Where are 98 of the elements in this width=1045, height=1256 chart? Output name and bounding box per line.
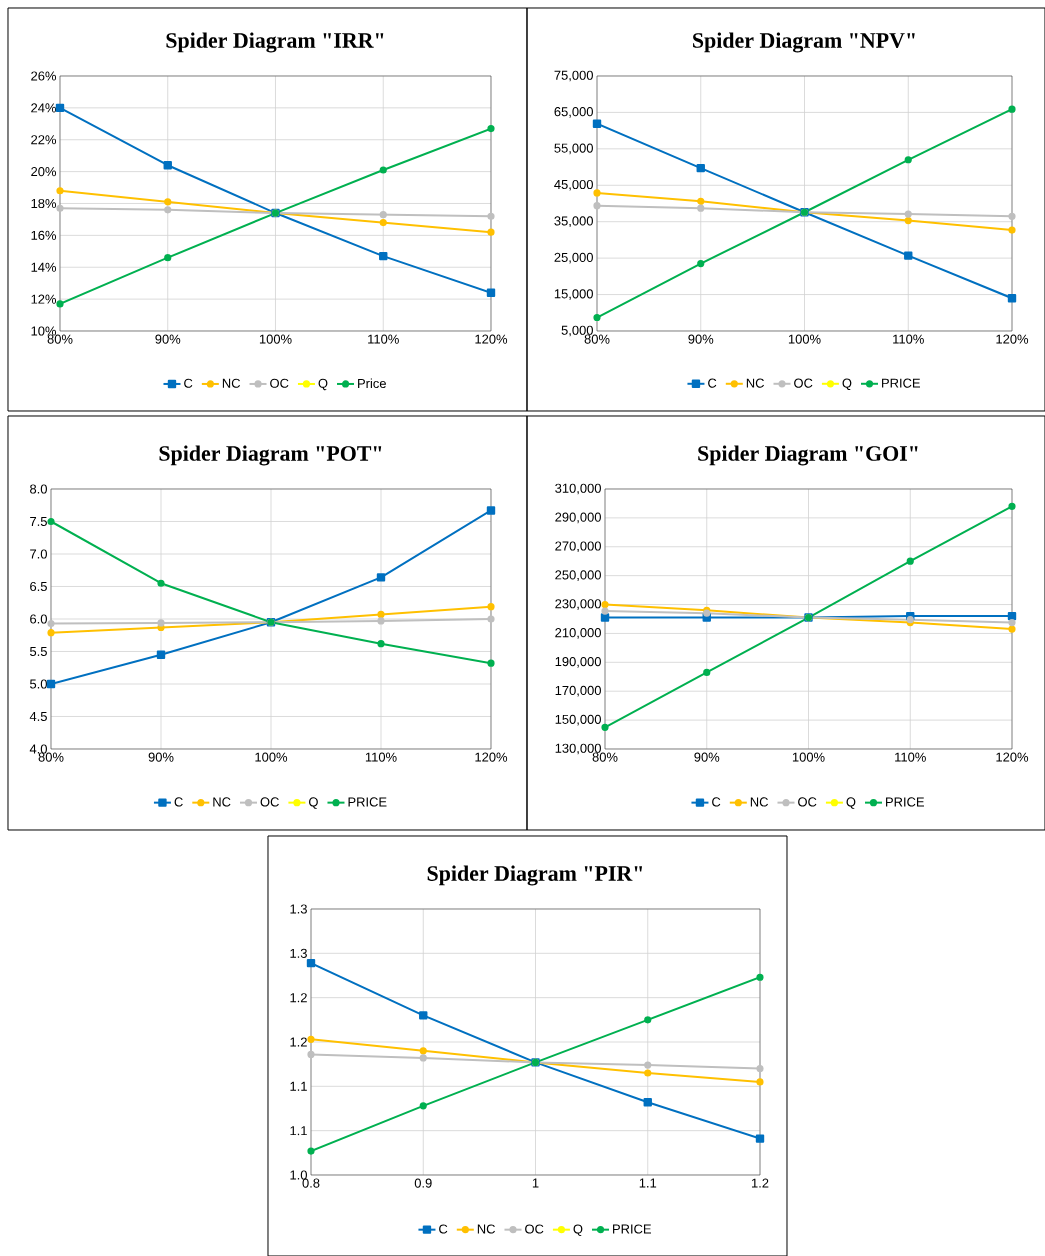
legend-label: OC xyxy=(794,378,813,388)
x-tick-label: 90% xyxy=(688,334,714,344)
y-tick-label: 45,000 xyxy=(554,179,593,191)
y-tick-label: 310,000 xyxy=(555,483,601,495)
legend-label: NC xyxy=(213,797,231,807)
legend-label: C xyxy=(712,797,721,807)
x-tick-label: 1.1 xyxy=(639,1178,657,1188)
y-tick-label: 5,000 xyxy=(561,325,593,337)
x-tick-label: 100% xyxy=(259,334,292,344)
legend-label: OC xyxy=(798,797,817,807)
y-tick-label: 170,000 xyxy=(555,685,601,697)
legend-label: OC xyxy=(270,378,289,388)
legend-label: NC xyxy=(750,797,769,807)
x-tick-label: 110% xyxy=(895,752,926,762)
y-tick-label: 1.3 xyxy=(290,948,307,958)
y-tick-label: 5.0 xyxy=(29,679,47,689)
y-tick-label: 65,000 xyxy=(554,107,593,118)
chart-title: Spider Diagram "IRR" xyxy=(166,32,384,53)
x-tick-label: 90% xyxy=(155,334,181,344)
y-tick-label: 270,000 xyxy=(555,541,601,553)
y-tick-label: 25,000 xyxy=(554,252,593,264)
y-tick-label: 130,000 xyxy=(555,743,601,755)
y-tick-label: 35,000 xyxy=(554,216,593,228)
y-tick-label: 5.5 xyxy=(29,646,47,657)
chart-title: Spider Diagram "PIR" xyxy=(427,865,643,886)
x-tick-label: 80% xyxy=(38,752,64,762)
y-tick-label: 18% xyxy=(31,198,57,209)
y-tick-label: 6.5 xyxy=(30,581,47,592)
x-tick-label: 100% xyxy=(255,752,288,762)
legend-label: OC xyxy=(525,1224,544,1234)
legend-label: Q xyxy=(309,797,318,809)
legend-label: C xyxy=(174,797,183,807)
y-tick-label: 16% xyxy=(31,230,57,240)
chart-title: Spider Diagram "GOI" xyxy=(698,445,918,466)
x-tick-label: 1 xyxy=(532,1178,539,1188)
x-tick-label: 120% xyxy=(996,752,1029,762)
x-tick-label: 80% xyxy=(592,752,618,762)
y-tick-label: 10% xyxy=(31,326,57,336)
y-tick-label: 14% xyxy=(31,262,57,272)
y-tick-label: 1.1 xyxy=(290,1126,307,1136)
legend-label: C xyxy=(708,378,717,388)
legend-label: Q xyxy=(318,378,328,391)
x-tick-label: 120% xyxy=(475,752,508,762)
y-tick-label: 190,000 xyxy=(555,656,601,668)
y-tick-label: 1.3 xyxy=(290,904,307,914)
y-tick-label: 15,000 xyxy=(554,289,593,300)
legend-label: PRICE xyxy=(613,1224,651,1234)
y-tick-label: 4.0 xyxy=(29,744,47,754)
legend-label: OC xyxy=(260,797,279,807)
y-tick-label: 1.0 xyxy=(290,1170,307,1180)
legend-label: C xyxy=(439,1224,448,1234)
y-tick-label: 55,000 xyxy=(554,143,593,155)
x-tick-label: 100% xyxy=(788,334,821,344)
y-tick-label: 20% xyxy=(31,167,57,177)
chart-title: Spider Diagram "POT" xyxy=(159,445,382,466)
y-tick-label: 1.2 xyxy=(290,1037,307,1047)
legend-label: PRICE xyxy=(882,378,920,388)
y-tick-label: 250,000 xyxy=(555,570,601,581)
y-tick-label: 22% xyxy=(31,135,57,145)
y-tick-label: 1.1 xyxy=(290,1081,307,1091)
x-tick-label: 80% xyxy=(47,334,73,344)
x-tick-label: 90% xyxy=(694,752,720,762)
chart-title: Spider Diagram "NPV" xyxy=(693,32,915,53)
x-tick-label: 110% xyxy=(368,334,399,344)
legend-label: Price xyxy=(358,378,386,389)
y-tick-label: 150,000 xyxy=(555,714,601,726)
x-tick-label: 100% xyxy=(792,752,825,762)
x-tick-label: 120% xyxy=(475,334,508,344)
y-tick-label: 24% xyxy=(31,103,57,113)
y-tick-label: 26% xyxy=(31,71,57,81)
legend-label: Q xyxy=(846,797,856,809)
y-tick-label: 1.2 xyxy=(290,993,307,1003)
x-tick-label: 120% xyxy=(996,334,1029,344)
x-tick-label: 110% xyxy=(365,752,397,762)
y-tick-label: 4.5 xyxy=(29,711,47,722)
legend-label: NC xyxy=(222,378,241,388)
x-tick-label: 110% xyxy=(893,334,924,344)
x-tick-label: 1.2 xyxy=(751,1178,769,1188)
legend-label: Q xyxy=(842,378,852,391)
legend-label: NC xyxy=(746,378,765,388)
y-tick-label: 8.0 xyxy=(30,484,47,494)
legend-label: PRICE xyxy=(348,797,387,807)
x-tick-label: 0.8 xyxy=(302,1178,320,1188)
y-tick-label: 75,000 xyxy=(554,70,593,82)
y-tick-label: 7.5 xyxy=(30,516,47,527)
x-tick-label: 90% xyxy=(148,752,174,762)
legend-label: PRICE xyxy=(886,797,924,807)
x-tick-label: 0.9 xyxy=(414,1178,432,1188)
legend-label: Q xyxy=(573,1224,583,1236)
y-tick-label: 6.0 xyxy=(30,614,47,624)
legend-label: NC xyxy=(477,1224,496,1234)
y-tick-label: 230,000 xyxy=(555,599,601,610)
y-tick-label: 210,000 xyxy=(555,628,601,639)
y-tick-label: 12% xyxy=(31,294,57,304)
y-tick-label: 7.0 xyxy=(30,549,47,559)
legend-label: C xyxy=(184,378,193,388)
y-tick-label: 290,000 xyxy=(555,512,601,524)
x-tick-label: 80% xyxy=(584,334,610,344)
